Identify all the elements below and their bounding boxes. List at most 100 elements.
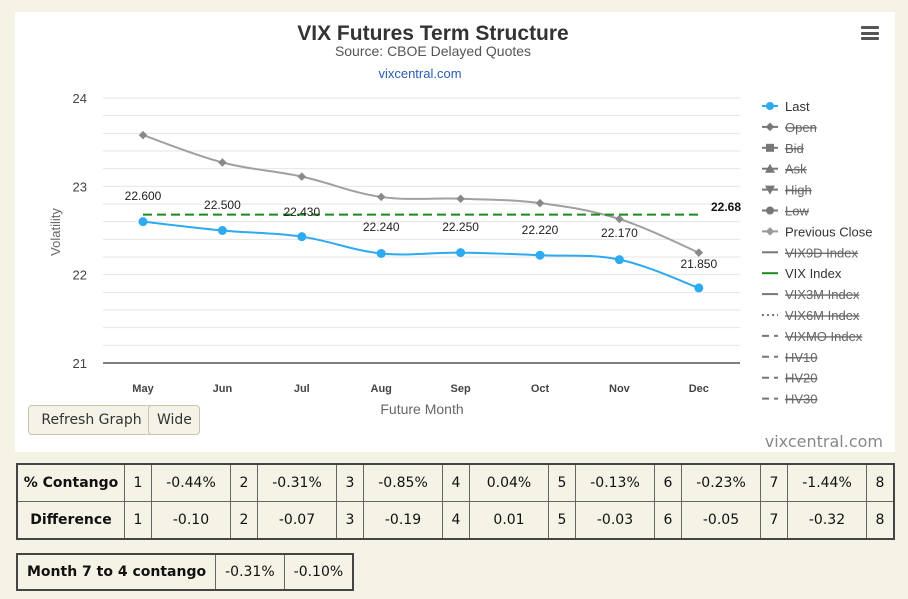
table-cell: -0.31%: [257, 463, 337, 502]
last-price-point: [614, 255, 624, 265]
table-cell: -1.44%: [787, 463, 867, 502]
month-number-cell: 2: [230, 501, 258, 540]
data-label: 22.220: [522, 223, 559, 237]
legend-label: Bid: [785, 141, 804, 156]
vix-term-structure-chart: VIX Futures Term Structure Source: CBOE …: [48, 22, 872, 417]
legend-item-last[interactable]: Last: [762, 99, 810, 114]
month-number-cell: 6: [654, 501, 682, 540]
x-tick-label: Oct: [531, 383, 550, 395]
previous-close-point: [138, 130, 148, 140]
legend-square-icon: [766, 143, 774, 152]
legend-item-vix3m-index[interactable]: VIX3M Index: [762, 287, 860, 302]
legend-item-vix9d-index[interactable]: VIX9D Index: [762, 245, 858, 260]
month-7-to-4-table: Month 7 to 4 contango -0.31% -0.10%: [16, 553, 355, 591]
month-number-cell: 4: [442, 463, 470, 502]
legend-label: VIX9D Index: [785, 245, 858, 260]
month-number-cell: 1: [124, 501, 152, 540]
month-number-cell: 5: [548, 463, 576, 502]
previous-close-point: [376, 192, 386, 202]
table-cell: -0.19: [363, 501, 443, 540]
x-tick-label: Jun: [213, 383, 233, 395]
legend-item-hv10[interactable]: HV10: [762, 350, 818, 365]
watermark: vixcentral.com: [764, 432, 883, 451]
table-cell: -0.07: [257, 501, 337, 540]
x-tick-label: Aug: [371, 383, 392, 395]
last-price-point: [297, 232, 307, 242]
table-cell: -0.31%: [215, 553, 285, 591]
month-number-cell: 6: [654, 463, 682, 502]
legend-label: HV20: [785, 371, 818, 386]
x-tick-label: Jul: [294, 383, 310, 395]
chart-legend: Last Open Bid Ask High Low Previous Close VIX9D…: [762, 99, 872, 407]
last-price-point: [456, 248, 466, 258]
data-label: 22.250: [442, 220, 479, 234]
series-layer: [138, 130, 704, 293]
previous-close-line: [142, 134, 700, 254]
legend-item-low[interactable]: Low: [762, 204, 809, 219]
legend-label: VIX6M Index: [785, 308, 860, 323]
credit-link[interactable]: vixcentral.com: [378, 66, 461, 81]
hamburger-menu-icon[interactable]: [861, 26, 879, 40]
legend-triangle-down-icon: [765, 185, 775, 195]
legend-label: HV10: [785, 350, 818, 365]
legend-diamond-icon: [765, 122, 775, 132]
last-price-point: [694, 283, 704, 293]
row-header: Difference: [16, 501, 125, 540]
month-number-cell: 1: [124, 463, 152, 502]
legend-label: HV30: [785, 392, 818, 407]
legend-item-bid[interactable]: Bid: [762, 141, 804, 156]
chart-grid: [103, 97, 740, 364]
wide-button[interactable]: Wide: [148, 405, 200, 435]
legend-item-open[interactable]: Open: [762, 120, 817, 135]
table-cell: 0.01: [469, 501, 549, 540]
y-tick-label: 22: [73, 268, 87, 283]
chart-container: VIX Futures Term Structure Source: CBOE …: [15, 12, 895, 452]
table-cell: -0.05: [681, 501, 761, 540]
month-number-cell: 8: [866, 463, 895, 502]
legend-item-hv20[interactable]: HV20: [762, 371, 818, 386]
legend-label: VIX Index: [785, 266, 842, 281]
table-row: % Contango 1 -0.44% 2 -0.31% 3 -0.85% 4 0.04% 5 -0…: [16, 463, 895, 502]
last-price-point: [535, 250, 545, 260]
legend-diamond-icon: [765, 227, 775, 236]
y-tick-label: 23: [73, 179, 87, 194]
data-label: 22.430: [283, 205, 320, 219]
table-cell: -0.32: [787, 501, 867, 540]
table-cell: -0.10: [151, 501, 231, 540]
legend-label: Last: [785, 99, 810, 114]
x-tick-label: Dec: [689, 383, 709, 395]
previous-close-point: [694, 248, 704, 257]
y-axis-label: Volatility: [48, 208, 63, 256]
table-row: Month 7 to 4 contango -0.31% -0.10%: [16, 553, 354, 591]
row-header: Month 7 to 4 contango: [16, 553, 217, 591]
month-number-cell: 3: [336, 463, 364, 502]
legend-item-previous-close[interactable]: Previous Close: [762, 224, 872, 239]
legend-item-hv30[interactable]: HV30: [762, 392, 818, 407]
month-number-cell: 5: [548, 501, 576, 540]
x-axis: May Jun Jul Aug Sep Oct Nov Dec: [132, 383, 709, 395]
month-number-cell: 7: [760, 463, 788, 502]
last-price-point: [376, 248, 386, 258]
previous-close-point: [535, 198, 545, 208]
legend-label: Previous Close: [785, 224, 872, 239]
legend-item-ask[interactable]: Ask: [762, 162, 807, 177]
chart-subtitle: Source: CBOE Delayed Quotes: [335, 43, 531, 59]
legend-item-high[interactable]: High: [762, 183, 812, 198]
table-cell: -0.85%: [363, 463, 443, 502]
y-axis: 21 22 23 24: [73, 91, 87, 371]
contango-table: % Contango 1 -0.44% 2 -0.31% 3 -0.85% 4 0.04% 5 -0…: [16, 463, 895, 540]
legend-circle-icon: [766, 206, 774, 215]
refresh-graph-button[interactable]: Refresh Graph: [28, 405, 155, 435]
legend-item-vix6m-index[interactable]: VIX6M Index: [762, 308, 860, 323]
table-cell: -0.13%: [575, 463, 655, 502]
data-label: 21.850: [680, 257, 717, 271]
data-label: 22.170: [601, 226, 638, 240]
x-axis-label: Future Month: [380, 401, 463, 417]
month-number-cell: 2: [230, 463, 258, 502]
legend-item-vix-index[interactable]: VIX Index: [762, 266, 842, 281]
previous-close-point: [297, 172, 307, 181]
vix-index-end-label: 22.68: [711, 200, 741, 214]
legend-item-vixmo-index[interactable]: VIXMO Index: [762, 329, 863, 344]
legend-label: VIX3M Index: [785, 287, 860, 302]
table-cell: 0.04%: [469, 463, 549, 502]
